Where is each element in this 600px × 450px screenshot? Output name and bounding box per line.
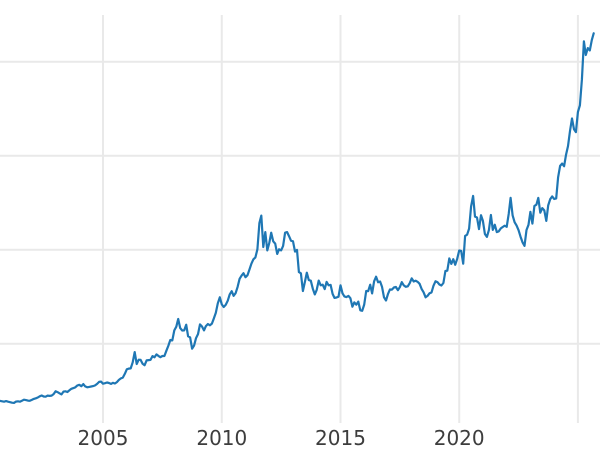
x-tick-label: 2015 [315, 426, 366, 450]
x-axis-tick-labels: 2005 2010 2015 2020 [78, 426, 485, 450]
price-line-series [0, 32, 595, 404]
x-tick-label: 2005 [78, 426, 129, 450]
x-tick-label: 2010 [196, 426, 247, 450]
data-line [0, 32, 595, 404]
x-tick-label: 2020 [434, 426, 485, 450]
vertical-gridlines-and-ticks [102, 15, 579, 423]
horizontal-gridlines [0, 60, 600, 345]
